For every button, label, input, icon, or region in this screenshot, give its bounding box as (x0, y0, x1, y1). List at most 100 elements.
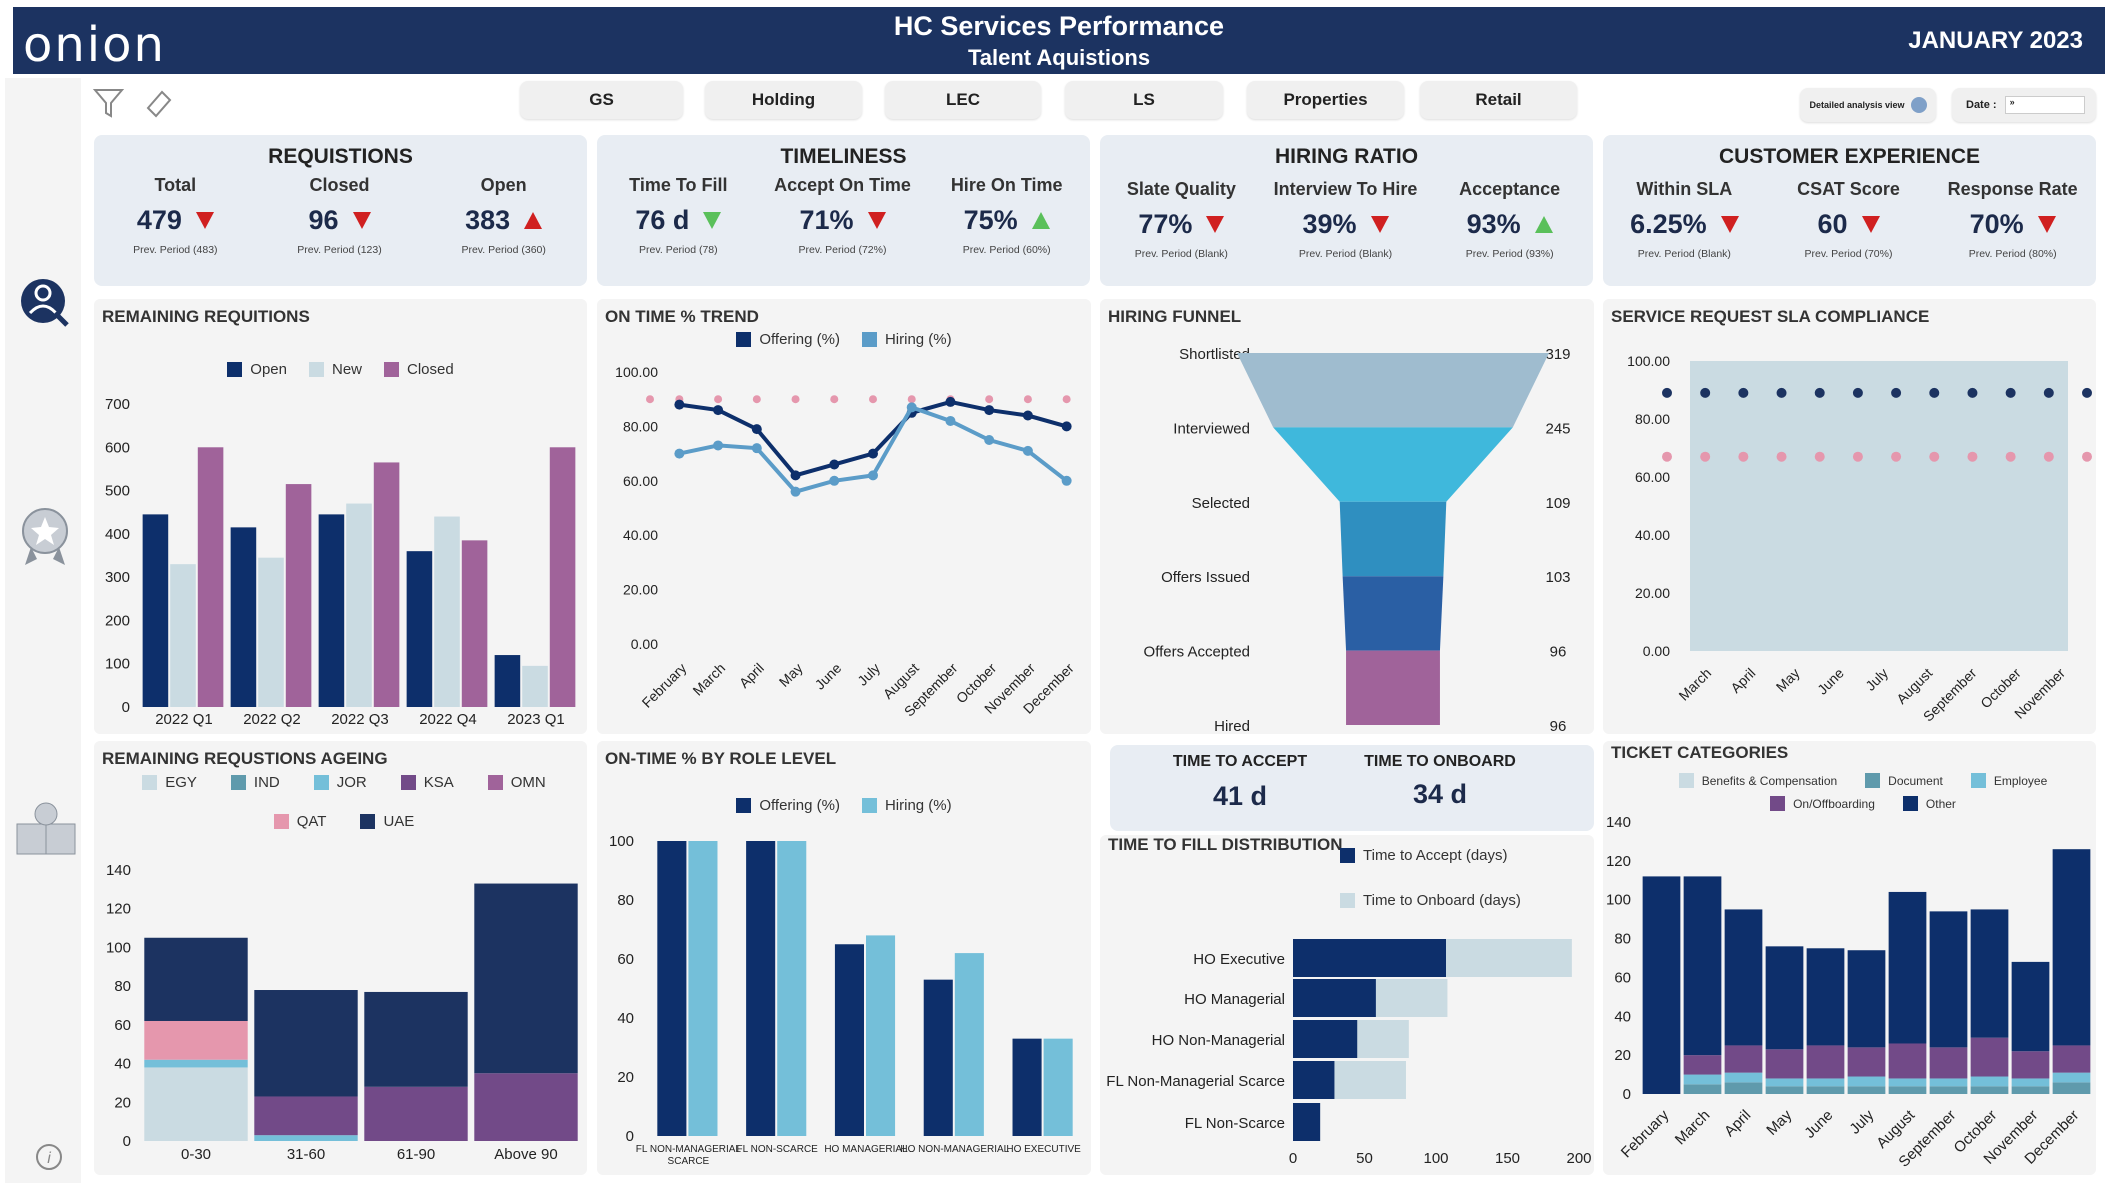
legend-label: Open (250, 361, 287, 378)
data-point (790, 486, 801, 497)
panel-title: TICKET CATEGORIES (1611, 743, 1789, 762)
y-tick-label: 20 (114, 1094, 131, 1111)
ageing-panel: REMAINING REQUSTIONS AGEING EGY IND JOR KSA… (94, 741, 587, 1175)
x-tick-label: 31-60 (287, 1146, 325, 1163)
bar-segment (1929, 1047, 1968, 1079)
user-search-icon[interactable] (15, 273, 75, 333)
bar-segment (1970, 909, 2009, 1038)
bar-segment (1929, 1086, 1968, 1094)
data-point (674, 399, 685, 410)
bar-segment (1765, 1086, 1804, 1094)
kpi-label: TIME TO ONBOARD (1364, 753, 1516, 770)
legend-swatch (142, 775, 158, 790)
filter-button-holding[interactable]: Holding (705, 81, 862, 119)
data-point (1700, 387, 1711, 398)
detailed-analysis-view-button[interactable]: Detailed analysis view (1800, 88, 1936, 122)
target-point (1062, 395, 1071, 404)
filter-icon[interactable] (92, 86, 126, 120)
bar-segment (1806, 1078, 1845, 1087)
bar (866, 935, 896, 1136)
legend-label: Time to Onboard (days) (1363, 892, 1521, 909)
bar (230, 527, 257, 707)
kpi-label: Slate Quality (1126, 179, 1236, 199)
panel-title: TIME TO FILL DISTRIBUTION (1108, 835, 1343, 854)
y-tick-label: 0 (123, 1133, 131, 1150)
legend-item: UAE (360, 813, 414, 830)
kpi-prev-period: Prev. Period (72%) (798, 244, 887, 256)
legend-item: On/Offboarding (1770, 796, 1875, 811)
info-icon[interactable]: i (35, 1143, 65, 1173)
hiring-funnel-chart: Shortlisted 319 Interviewed 245 Selected 109 O… (1144, 346, 1571, 735)
kpi-value: 60 (1817, 209, 1848, 239)
bar (834, 944, 864, 1136)
bar-segment (1683, 1074, 1722, 1085)
legend-swatch (861, 798, 877, 813)
filter-button-ls[interactable]: LS (1065, 81, 1223, 119)
x-tick-label: HO EXECUTIVE (1006, 1144, 1081, 1155)
bar-segment (1847, 1047, 1886, 1077)
x-tick-label: February (639, 660, 690, 711)
ticket-categories-panel: TICKET CATEGORIES Benefits & Compensatio… (1603, 741, 2096, 1175)
bar-segment (254, 1096, 358, 1136)
book-idea-icon[interactable] (13, 798, 83, 858)
legend-swatch (1340, 848, 1355, 863)
data-point (2005, 387, 2016, 398)
bar (657, 841, 687, 1136)
x-tick-label: 2022 Q3 (331, 711, 389, 728)
bar-segment (2052, 1082, 2091, 1094)
data-point (1061, 475, 1072, 486)
legend-swatch (273, 814, 289, 829)
data-point (984, 405, 995, 416)
y-tick-label: 20 (1614, 1047, 1631, 1064)
bar-segment (2052, 1072, 2091, 1083)
kpi-item: CSAT Score 60 Prev. Period (70%) (1767, 179, 1930, 260)
legend-swatch (1865, 773, 1881, 788)
y-tick-label: 100.00 (1627, 353, 1670, 369)
bar (522, 665, 548, 707)
time-cards: TIME TO ACCEPT 41 d TIME TO ONBOARD 34 d (1110, 745, 1594, 831)
award-icon[interactable] (15, 503, 75, 573)
legend-label: Document (1888, 773, 1943, 788)
data-point (1814, 451, 1825, 462)
report-period: JANUARY 2023 (1908, 27, 2083, 54)
y-tick-label: 0.00 (631, 636, 658, 652)
x-tick-label: April (736, 660, 767, 691)
filter-button-lec[interactable]: LEC (885, 81, 1041, 119)
panel-title: REMAINING REQUSTIONS AGEING (102, 749, 388, 768)
panel-title: ON-TIME % BY ROLE LEVEL (605, 749, 837, 768)
legend-swatch (736, 332, 752, 347)
bar-segment (1806, 1086, 1845, 1094)
bar-segment (144, 1067, 248, 1141)
bar-segment (2011, 1051, 2050, 1079)
y-tick-label: 140 (106, 862, 131, 879)
bar-segment (2011, 1078, 2050, 1087)
legend-label: Hiring (%) (884, 331, 952, 348)
kpi-value: 479 (136, 205, 182, 235)
x-tick-label: 200 (1566, 1150, 1591, 1167)
data-point (984, 435, 995, 445)
y-tick-label: 400 (105, 526, 130, 543)
legend-label: JOR (336, 774, 367, 791)
data-point (1891, 387, 1902, 398)
trend-up-icon (524, 212, 543, 229)
eraser-icon[interactable] (142, 86, 176, 120)
filter-button-retail[interactable]: Retail (1420, 81, 1577, 119)
kpi-prev-period: Prev. Period (Blank) (1134, 248, 1228, 260)
legend-swatch (487, 775, 503, 790)
detailed-view-label: Detailed analysis view (1809, 100, 1905, 110)
y-tick-label: 40 (1614, 1008, 1631, 1025)
filter-button-properties[interactable]: Properties (1247, 81, 1404, 119)
target-point (830, 395, 839, 404)
trend-down-icon (195, 212, 214, 229)
data-point (713, 440, 724, 451)
bar-segment (1847, 950, 1886, 1048)
bar (923, 979, 953, 1136)
date-select[interactable]: » (2004, 96, 2085, 114)
data-point (868, 448, 878, 459)
filter-button-gs[interactable]: GS (520, 81, 683, 119)
x-tick-label: July (1862, 665, 1891, 694)
data-point (1814, 387, 1825, 398)
ageing-chart: 0 20 40 60 80 100 120 140 0-30 31-60 61-90 Above 90 (106, 862, 578, 1163)
x-tick-label: 2023 Q1 (507, 711, 565, 728)
